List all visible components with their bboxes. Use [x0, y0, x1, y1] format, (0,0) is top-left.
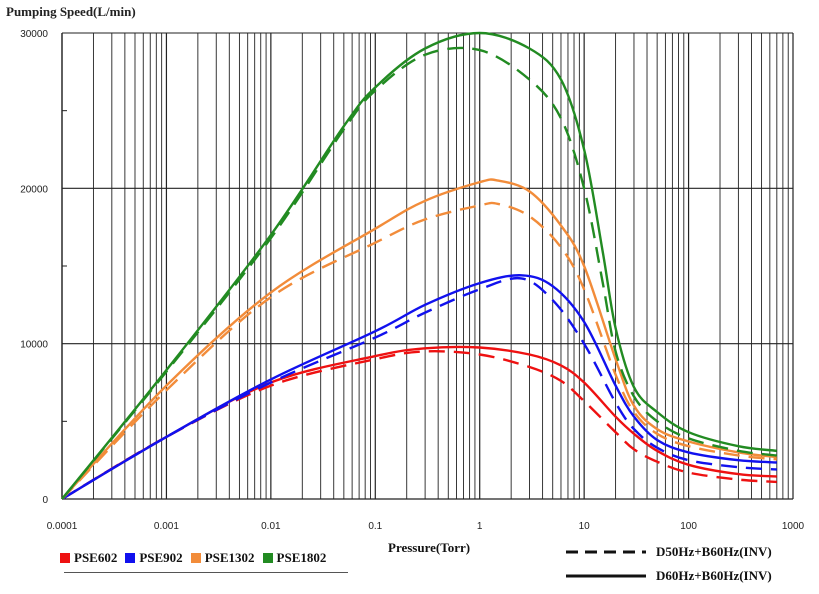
style-legend-solid: D60Hz+B60Hz(INV) — [566, 564, 772, 588]
y-tick-label: 30000 — [20, 29, 48, 40]
x-tick-label: 0.0001 — [47, 521, 78, 532]
y-tick-label: 20000 — [20, 184, 48, 195]
y-axis-label: Pumping Speed(L/min) — [6, 4, 136, 19]
series-line-pse1302-solid — [61, 178, 777, 500]
x-tick-label: 10 — [579, 521, 591, 532]
x-tick-label: 1 — [477, 521, 483, 532]
solid-line-sample — [566, 574, 646, 578]
legend-item-pse1302: PSE1302 — [190, 550, 255, 566]
series-legend: PSE602 PSE902 PSE1302 PSE1802 — [60, 550, 326, 566]
series-line-pse902-dashed — [61, 276, 777, 501]
series-line-pse1302-dashed — [61, 201, 777, 500]
style-legend-dashed: D50Hz+B60Hz(INV) — [566, 540, 772, 564]
grid — [61, 32, 794, 499]
legend-swatch — [125, 553, 136, 563]
series-line-pse902-solid — [61, 274, 777, 501]
legend-swatch — [190, 553, 201, 563]
x-tick-label: 100 — [680, 521, 697, 532]
legend-item-pse602: PSE602 — [60, 550, 117, 566]
legend-underline — [64, 572, 348, 573]
series-line-pse1802-dashed — [61, 46, 777, 500]
series-line-pse602-solid — [61, 345, 777, 501]
axes — [61, 33, 793, 500]
legend-swatch — [262, 553, 273, 563]
series-line-pse1802-solid — [61, 31, 777, 500]
dashed-line-sample — [566, 550, 646, 554]
style-legend-label: D60Hz+B60Hz(INV) — [656, 568, 772, 583]
legend-swatch — [60, 553, 70, 563]
y-tick-label: 0 — [42, 495, 48, 506]
x-tick-label: 0.001 — [154, 521, 179, 532]
tick-labels: 0.0001 0.001 0.01 0.1 1 10 100 1000010000200003… — [20, 29, 804, 532]
legend-item-pse1802: PSE1802 — [262, 550, 327, 566]
legend-label: PSE602 — [74, 550, 118, 565]
x-axis-label: Pressure(Torr) — [388, 540, 471, 555]
style-legend-label: D50Hz+B60Hz(INV) — [656, 544, 772, 559]
legend-label: PSE1302 — [204, 550, 255, 565]
line-style-legend: D50Hz+B60Hz(INV) D60Hz+B60Hz(INV) — [566, 540, 772, 588]
x-tick-label: 0.1 — [368, 521, 382, 532]
x-tick-label: 0.01 — [261, 521, 281, 532]
legend-item-pse902: PSE902 — [125, 550, 183, 566]
y-tick-label: 10000 — [20, 340, 48, 351]
series-line-pse602-dashed — [61, 350, 777, 501]
legend-label: PSE1802 — [276, 550, 327, 565]
x-tick-label: 1000 — [782, 521, 805, 532]
legend-label: PSE902 — [139, 550, 183, 565]
series-lines — [61, 31, 777, 501]
